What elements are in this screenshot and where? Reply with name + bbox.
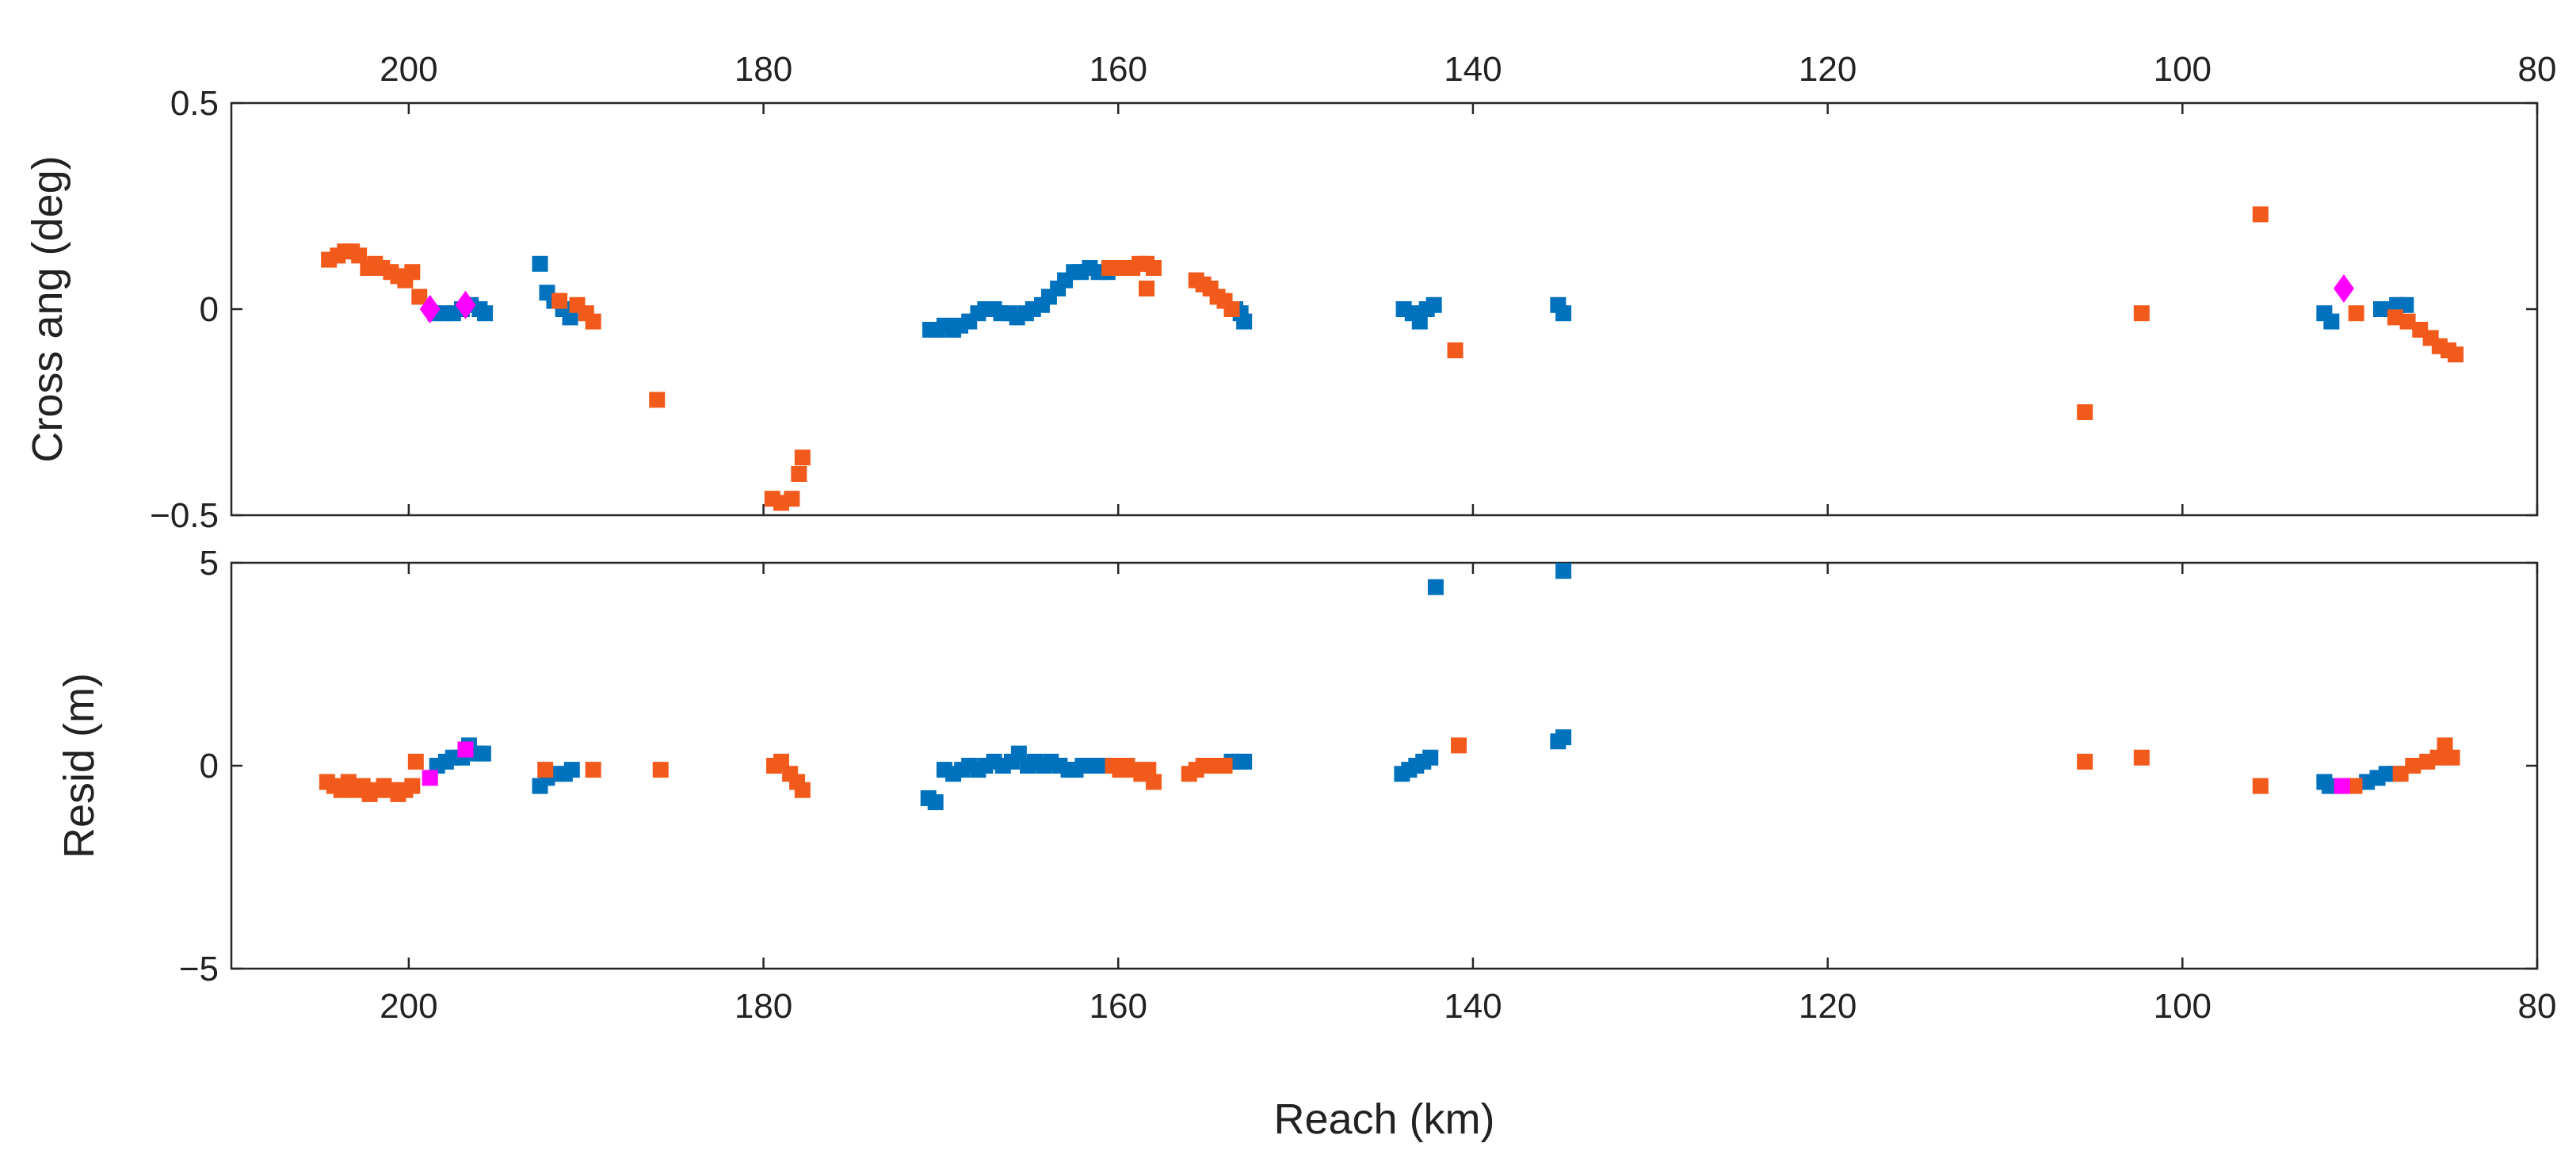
residual-data-marks bbox=[319, 563, 2460, 811]
data-point-magenta bbox=[457, 741, 474, 758]
y-tick-label: 0.5 bbox=[170, 84, 219, 123]
data-point-orange bbox=[773, 753, 789, 770]
data-point-orange bbox=[2348, 305, 2364, 322]
data-point-orange bbox=[1216, 758, 1233, 774]
x-tick-label: 100 bbox=[2154, 987, 2212, 1026]
data-point-blue bbox=[562, 309, 578, 326]
data-point-orange bbox=[649, 392, 666, 408]
data-point-orange bbox=[794, 449, 811, 466]
x-tick-label: 120 bbox=[1799, 987, 1857, 1026]
data-point-blue bbox=[563, 762, 580, 778]
data-point-magenta bbox=[419, 295, 441, 323]
data-point-orange bbox=[2077, 753, 2093, 770]
data-point-orange bbox=[407, 753, 424, 770]
data-point-orange bbox=[1146, 774, 1162, 790]
x-tick-label: 160 bbox=[1090, 987, 1147, 1026]
x-tick-label: 80 bbox=[2518, 50, 2557, 89]
data-point-blue bbox=[1425, 296, 1442, 313]
x-tick-label: 140 bbox=[1444, 50, 1502, 89]
data-point-orange bbox=[2133, 749, 2150, 766]
data-point-blue bbox=[1555, 305, 1572, 322]
data-point-blue bbox=[475, 745, 491, 762]
residual-y-axis-label: Resid (m) bbox=[55, 673, 103, 858]
data-point-orange bbox=[2387, 309, 2403, 326]
data-point-orange bbox=[585, 313, 601, 330]
x-tick-label: 100 bbox=[2154, 50, 2212, 89]
data-point-orange bbox=[1140, 762, 1157, 778]
data-point-blue bbox=[477, 305, 494, 322]
x-axis-label: Reach (km) bbox=[1273, 1095, 1494, 1143]
y-tick-label: −5 bbox=[179, 950, 219, 988]
x-tick-label: 120 bbox=[1799, 50, 1857, 89]
y-tick-label: −0.5 bbox=[150, 496, 219, 535]
data-point-blue bbox=[532, 255, 548, 272]
data-point-blue bbox=[2398, 296, 2414, 313]
data-point-blue bbox=[1411, 313, 1428, 330]
data-point-orange bbox=[2252, 778, 2269, 794]
data-point-orange bbox=[1447, 342, 1464, 358]
data-point-blue bbox=[1010, 745, 1027, 762]
data-point-orange bbox=[2252, 206, 2269, 223]
x-tick-label: 200 bbox=[380, 987, 437, 1026]
y-tick-label: 0 bbox=[200, 747, 219, 786]
data-point-orange bbox=[404, 264, 421, 281]
y-tick-label: 5 bbox=[200, 544, 219, 583]
data-point-orange bbox=[2392, 766, 2409, 782]
cross-angle-y-ticks: 0.5 0 −0.5 bbox=[150, 84, 2537, 535]
data-point-orange bbox=[404, 778, 421, 794]
data-point-blue bbox=[1092, 758, 1109, 774]
data-point-blue bbox=[927, 794, 944, 811]
data-point-blue bbox=[1236, 753, 1253, 770]
data-point-orange bbox=[791, 466, 807, 482]
data-point-blue bbox=[1236, 313, 1253, 330]
data-point-blue bbox=[1427, 579, 1444, 595]
data-point-orange bbox=[2405, 758, 2421, 774]
x-tick-label: 200 bbox=[380, 50, 437, 89]
data-point-orange bbox=[794, 782, 811, 798]
data-point-orange bbox=[2448, 346, 2464, 363]
data-point-orange bbox=[1451, 737, 1467, 754]
cross-angle-x-ticks: 200 180 160 140 120 100 80 bbox=[380, 50, 2556, 515]
data-point-orange bbox=[2133, 305, 2150, 322]
data-point-orange bbox=[537, 762, 554, 778]
data-point-orange bbox=[551, 292, 568, 309]
data-point-orange bbox=[2077, 404, 2093, 420]
cross-angle-data-marks bbox=[321, 206, 2464, 511]
data-point-blue bbox=[1555, 729, 1572, 746]
residual-x-ticks: 200 180 160 140 120 100 80 bbox=[380, 563, 2556, 1026]
data-point-magenta bbox=[2334, 274, 2354, 303]
data-point-orange bbox=[652, 762, 669, 778]
x-tick-label: 160 bbox=[1090, 50, 1147, 89]
x-tick-label: 140 bbox=[1444, 987, 1502, 1026]
data-point-orange bbox=[2429, 749, 2446, 766]
data-point-orange bbox=[2399, 313, 2416, 330]
data-point-blue bbox=[1422, 749, 1439, 766]
data-point-blue bbox=[2323, 313, 2340, 330]
x-tick-label: 180 bbox=[735, 987, 792, 1026]
x-tick-label: 180 bbox=[735, 50, 792, 89]
y-tick-label: 0 bbox=[200, 290, 219, 329]
data-point-orange bbox=[2346, 778, 2363, 794]
data-point-magenta bbox=[422, 770, 438, 786]
x-tick-label: 80 bbox=[2518, 987, 2557, 1026]
data-point-orange bbox=[1139, 281, 1155, 296]
data-point-orange bbox=[1223, 301, 1240, 317]
residual-panel: 200 180 160 140 120 100 80 5 0 −5 Resid (m) Reac… bbox=[55, 544, 2556, 1143]
data-point-orange bbox=[1146, 260, 1162, 276]
data-point-magenta bbox=[2334, 778, 2350, 794]
data-point-orange bbox=[784, 491, 800, 507]
data-point-magenta bbox=[455, 290, 476, 319]
cross-angle-y-axis-label: Cross ang (deg) bbox=[24, 155, 71, 462]
cross-angle-panel: 200 180 160 140 120 100 80 0.5 0 −0.5 Cross ang … bbox=[24, 50, 2556, 535]
residual-y-ticks: 5 0 −5 bbox=[179, 544, 2537, 988]
data-point-orange bbox=[585, 762, 601, 778]
data-point-orange bbox=[411, 289, 428, 305]
data-point-orange bbox=[2444, 749, 2460, 766]
data-point-blue bbox=[2322, 778, 2338, 794]
data-point-orange bbox=[351, 247, 368, 264]
data-point-orange bbox=[2437, 737, 2453, 754]
data-point-blue bbox=[1555, 563, 1572, 579]
